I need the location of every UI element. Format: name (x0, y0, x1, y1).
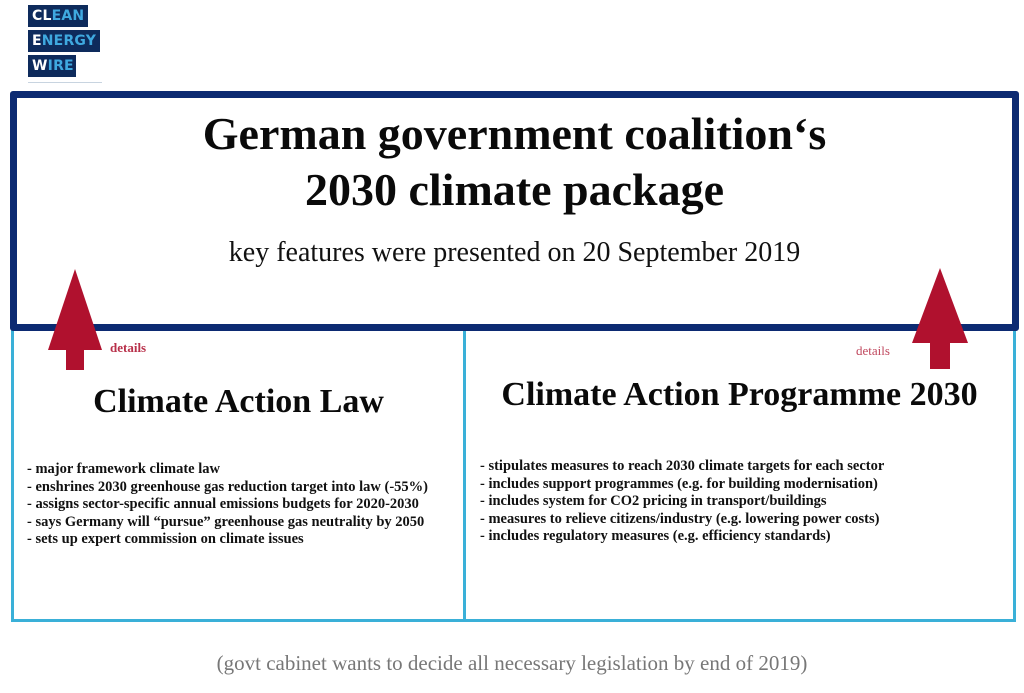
climate-action-programme-bullets: - stipulates measures to reach 2030 clim… (480, 458, 884, 546)
logo-row-clean: CLEAN (28, 5, 88, 27)
page-title-line-1: German government coalition‘s (202, 108, 827, 159)
logo-row-wire: WIRE (28, 55, 76, 77)
footer-note: (govt cabinet wants to decide all necess… (216, 651, 808, 675)
bullet-item: - stipulates measures to reach 2030 clim… (480, 458, 885, 474)
bullet-item: - includes regulatory measures (e.g. eff… (480, 528, 831, 544)
climate-action-law-title: Climate Action Law (93, 383, 384, 420)
programme-details-arrow-icon[interactable] (911, 268, 969, 375)
page-subtitle: key features were presented on 20 Septem… (228, 237, 801, 268)
bullet-item: - measures to relieve citizens/industry … (480, 510, 880, 527)
bullet-item: - enshrines 2030 greenhouse gas reductio… (27, 478, 429, 495)
bullet-item: - sets up expert commission on climate i… (27, 531, 304, 547)
bullet-item: - assigns sector-specific annual emissio… (27, 496, 419, 512)
page-title-line-2: 2030 climate package (304, 164, 725, 215)
climate-action-programme-title: Climate Action Programme 2030 (501, 376, 978, 413)
bullet-item: - includes support programmes (e.g. for … (480, 475, 878, 492)
bullet-item: - includes system for CO2 pricing in tra… (480, 493, 827, 509)
bullet-item: - says Germany will “pursue” greenhouse … (27, 513, 425, 530)
logo-row-energy: ENERGY (28, 30, 100, 52)
bullet-item: - major framework climate law (27, 461, 220, 477)
programme-details-link[interactable]: details (856, 343, 890, 358)
law-details-link[interactable]: details (110, 340, 147, 355)
climate-action-law-bullets: - major framework climate law - enshrine… (27, 461, 428, 549)
title-box: German government coalition‘s 2030 clima… (10, 91, 1019, 331)
climate-action-law-panel: Climate Action Law - major framework cli… (11, 327, 466, 622)
logo-underline (28, 82, 102, 83)
climate-action-programme-panel: Climate Action Programme 2030 - stipulat… (463, 327, 1016, 622)
law-details-arrow-icon[interactable] (47, 269, 103, 376)
clean-energy-wire-logo[interactable]: CLEAN ENERGY WIRE (28, 5, 102, 83)
